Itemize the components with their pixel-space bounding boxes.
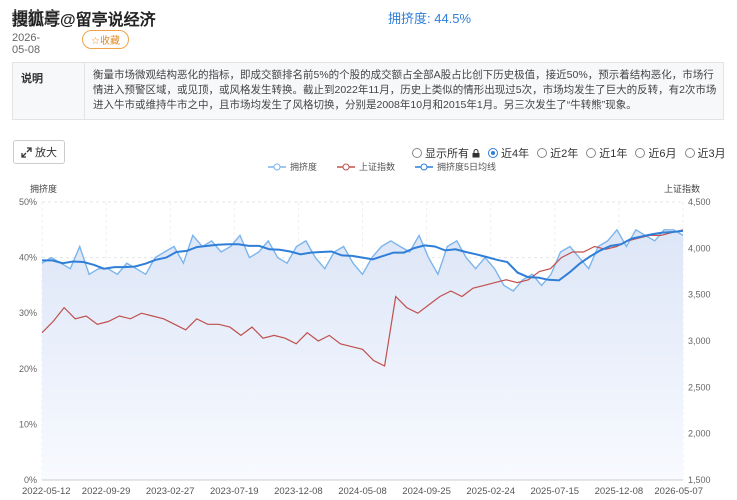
right-axis-label: 上证指数 <box>664 183 700 194</box>
legend-index-marker <box>337 163 356 170</box>
right-tick-label: 2,500 <box>688 382 711 392</box>
right-tick-label: 3,500 <box>688 290 711 300</box>
zoom-label: 放大 <box>35 147 57 159</box>
legend-crowding-marker <box>268 163 286 170</box>
description-label: 说明 <box>13 63 85 119</box>
x-tick-label: 2023-02-27 <box>146 486 195 497</box>
x-tick-label: 2025-12-08 <box>595 486 644 497</box>
chart-axes: 0% 10% 20% 30% 40% 50% 1,500 2,000 2,500 3,000 3,5… <box>19 183 711 497</box>
range-all-label: 显示所有 <box>425 148 469 160</box>
x-tick-label: 2022-09-29 <box>82 486 131 497</box>
radio-3m[interactable] <box>684 148 695 158</box>
radio-1y[interactable] <box>586 148 597 158</box>
legend-ma5[interactable]: 拥挤度5日均线 <box>415 160 496 173</box>
left-tick-label: 40% <box>19 253 37 263</box>
radio-4y[interactable] <box>488 148 498 158</box>
legend-crowding[interactable]: 拥挤度 <box>268 160 317 173</box>
publish-date: 2026-05-08 <box>12 32 41 56</box>
right-tick-label: 4,000 <box>688 243 711 253</box>
series-index <box>41 229 684 367</box>
left-tick-label: 20% <box>19 364 37 374</box>
series-crowding <box>41 228 684 292</box>
x-tick-label: 2023-12-08 <box>274 486 323 497</box>
right-tick-label: 1,500 <box>688 475 711 485</box>
range-2y-label: 近2年 <box>550 148 579 160</box>
description-text: 衡量市场微观结构恶化的指标，即成交额排名前5%的个股的成交额占全部A股占比创下历… <box>93 69 717 111</box>
range-4y[interactable]: 近4年 <box>488 145 529 161</box>
left-tick-label: 0% <box>24 475 37 485</box>
series-ma5 <box>42 229 684 282</box>
favorite-button[interactable]: ☆收藏 <box>82 30 129 49</box>
x-tick-label: 2024-09-25 <box>402 486 451 497</box>
legend-crowding-label: 拥挤度 <box>290 162 318 172</box>
watermark: 搜狐号@留亭说经济 <box>12 12 156 29</box>
crowding-area <box>42 229 683 480</box>
page-title: 拥挤度 <box>12 10 61 27</box>
chart-svg: 0% 10% 20% 30% 40% 50% 1,500 2,000 2,500 3,000 3,5… <box>19 183 711 497</box>
title-row: 拥挤度 搜狐号@留亭说经济 拥挤度: 44.5% <box>12 4 732 29</box>
x-tick-label: 2025-02-24 <box>466 486 515 497</box>
chart-legend: 拥挤度 上证指数 拥挤度5日均线 <box>268 160 496 173</box>
range-4y-label: 近4年 <box>501 148 530 160</box>
expand-icon <box>21 146 32 158</box>
left-tick-label: 10% <box>19 419 37 429</box>
chart-area <box>42 229 683 480</box>
crowding-value: 拥挤度: 44.5% <box>388 11 472 26</box>
legend-ma5-marker <box>415 163 434 170</box>
range-all[interactable]: 显示所有 <box>412 145 480 161</box>
x-tick-label: 2022-05-12 <box>22 486 71 497</box>
range-2y[interactable]: 近2年 <box>537 145 578 161</box>
legend-index[interactable]: 上证指数 <box>337 160 395 173</box>
range-3m-label: 近3月 <box>697 148 726 160</box>
radio-2y[interactable] <box>537 148 548 158</box>
lock-icon <box>472 148 480 157</box>
right-tick-label: 3,000 <box>688 336 711 346</box>
range-6m[interactable]: 近6月 <box>635 145 677 161</box>
right-tick-label: 4,500 <box>688 197 711 207</box>
range-6m-label: 近6月 <box>648 148 677 160</box>
legend-index-label: 上证指数 <box>359 162 396 172</box>
chart-lines <box>41 228 684 367</box>
radio-all[interactable] <box>412 148 422 158</box>
range-3m[interactable]: 近3月 <box>684 145 726 161</box>
range-1y[interactable]: 近1年 <box>586 145 627 161</box>
right-tick-label: 2,000 <box>688 429 711 439</box>
left-axis-label: 拥挤度 <box>30 183 57 194</box>
legend-ma5-label: 拥挤度5日均线 <box>437 162 497 172</box>
range-selector: 显示所有 近4年 近2年 近1年 近6月 近3月 <box>412 145 726 161</box>
range-1y-label: 近1年 <box>599 148 628 160</box>
x-tick-label: 2026-05-07 <box>654 486 703 497</box>
x-tick-label: 2023-07-19 <box>210 486 259 497</box>
x-tick-label: 2024-05-08 <box>338 486 387 497</box>
left-tick-label: 30% <box>19 308 37 318</box>
description-box: 说明 衡量市场微观结构恶化的指标，即成交额排名前5%的个股的成交额占全部A股占比… <box>12 62 724 120</box>
zoom-button[interactable]: 放大 <box>13 140 65 164</box>
left-tick-label: 50% <box>19 197 37 207</box>
radio-6m[interactable] <box>635 148 646 158</box>
x-tick-label: 2025-07-15 <box>530 486 579 497</box>
